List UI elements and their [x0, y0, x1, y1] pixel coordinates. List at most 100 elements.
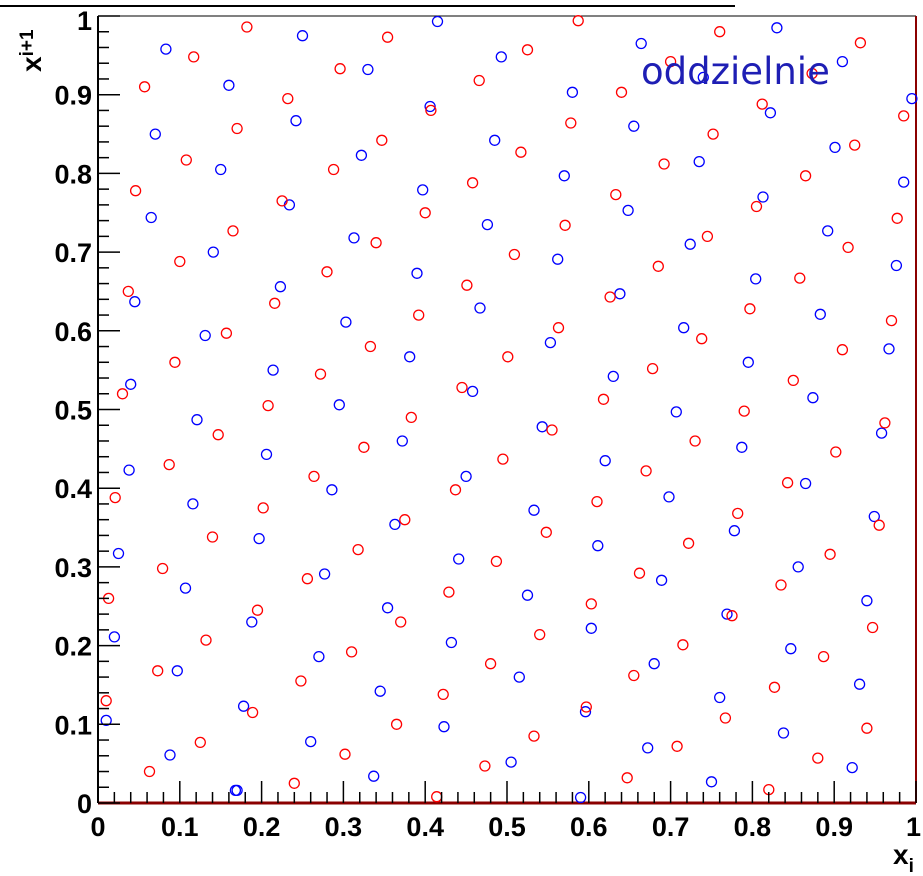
series-1-point-1	[149, 128, 161, 140]
y-axis-label-main: x	[16, 56, 47, 72]
series-1-point-108	[875, 427, 888, 439]
series-1-point-9	[223, 79, 235, 91]
series-1-point-37	[305, 735, 317, 748]
series-2-point-83	[615, 86, 628, 98]
series-1-point-14	[187, 498, 199, 510]
series-2-point-67	[515, 146, 527, 158]
series-1-point-56	[438, 721, 450, 733]
series-2-point-90	[658, 158, 670, 170]
series-1-point-92	[721, 608, 733, 620]
series-2-point-116	[817, 650, 830, 663]
series-2-point-9	[156, 562, 169, 575]
series-2-point-92	[671, 740, 683, 752]
series-1-point-13	[191, 414, 203, 426]
series-1-point-36	[313, 650, 325, 663]
series-1-point-82	[655, 574, 668, 586]
series-1-point-83	[648, 658, 660, 670]
series-2-point-27	[269, 297, 281, 309]
series-1-point-96	[829, 141, 841, 154]
series-1-point-43	[396, 435, 408, 447]
series-2-point-18	[212, 429, 224, 441]
series-1-point-7	[108, 631, 121, 643]
series-2-point-112	[794, 272, 806, 284]
series-2-point-69	[528, 730, 540, 742]
series-2-point-10	[163, 458, 175, 471]
series-1-point-111	[853, 678, 866, 690]
series-2-point-50	[413, 309, 425, 321]
series-2-point-14	[188, 51, 200, 63]
series-2-point-6	[138, 81, 151, 93]
series-1-point-52	[466, 385, 479, 398]
series-2-point-19	[220, 327, 233, 339]
x-tick-label-8: 0.8	[734, 812, 772, 842]
series-2-point-63	[490, 555, 503, 568]
series-1-point-77	[693, 155, 705, 168]
series-1-point-12	[199, 329, 211, 342]
series-1-point-62	[528, 504, 540, 516]
series-2-point-99	[714, 26, 726, 38]
series-2-point-89	[652, 260, 664, 272]
series-2-point-26	[262, 399, 274, 412]
series-1-point-107	[883, 343, 895, 355]
series-2-point-95	[689, 435, 701, 447]
y-tick-label-2: 0.2	[54, 632, 92, 662]
series-2-point-114	[806, 67, 818, 80]
series-1-point-109	[868, 510, 880, 523]
series-1-point-105	[898, 176, 910, 188]
series-2-point-113	[799, 170, 812, 182]
series-1-point-86	[764, 107, 777, 119]
series-1-point-5	[123, 464, 135, 476]
series-2-point-8	[152, 665, 164, 677]
series-1-point-44	[389, 518, 401, 531]
series-1-point-34	[326, 484, 338, 496]
series-2-point-96	[696, 333, 708, 345]
y-tick-label-7: 0.7	[54, 238, 92, 268]
series-1-point-25	[253, 532, 265, 545]
series-1-point-16	[171, 665, 183, 677]
series-1-point-90	[736, 441, 748, 453]
series-1-point-91	[728, 525, 741, 537]
x-tick-label-3: 0.3	[325, 812, 363, 842]
series-2-point-17	[206, 531, 219, 543]
series-2-point-75	[565, 117, 577, 129]
series-1-point-80	[670, 406, 682, 418]
series-2-point-72	[546, 424, 558, 436]
series-2-point-33	[308, 470, 320, 483]
series-2-point-106	[756, 98, 768, 110]
series-2-point-62	[484, 658, 497, 670]
series-1-point-32	[340, 316, 352, 328]
series-1-point-38	[431, 15, 444, 28]
series-2-point-120	[842, 241, 854, 254]
series-2-point-25	[257, 502, 269, 514]
series-2-point-54	[437, 688, 449, 701]
series-1-point-75	[579, 706, 592, 718]
series-2-point-73	[552, 322, 565, 334]
series-1-point-10	[215, 163, 227, 176]
series-1-point-94	[705, 776, 718, 788]
x-tick-label-10: 1	[906, 812, 921, 842]
series-2-point-5	[129, 185, 142, 197]
series-1-point-49	[489, 134, 501, 146]
series-1-point-112	[846, 761, 858, 774]
series-1-point-101	[792, 561, 804, 573]
y-axis-label: xi+1	[16, 29, 47, 72]
series-2-point-49	[405, 411, 417, 424]
series-2-point-24	[251, 604, 264, 616]
series-2-point-61	[479, 760, 491, 772]
series-2-point-100	[719, 712, 732, 724]
series-1-point-58	[558, 170, 570, 182]
series-1-point-74	[585, 622, 597, 634]
series-2-point-38	[339, 748, 351, 760]
data-points	[100, 15, 918, 804]
series-1-point-76	[697, 71, 709, 84]
series-1-point-11	[207, 246, 219, 258]
series-2-point-128	[891, 212, 903, 224]
series-1-point-27	[237, 700, 250, 712]
series-2-point-119	[836, 344, 849, 356]
axis-ticks	[97, 15, 917, 804]
x-axis-label: xi	[893, 839, 914, 876]
series-2-point-124	[866, 621, 879, 634]
series-2-point-108	[768, 681, 781, 693]
series-1-point-47	[368, 770, 380, 782]
series-2-point-118	[830, 446, 842, 458]
